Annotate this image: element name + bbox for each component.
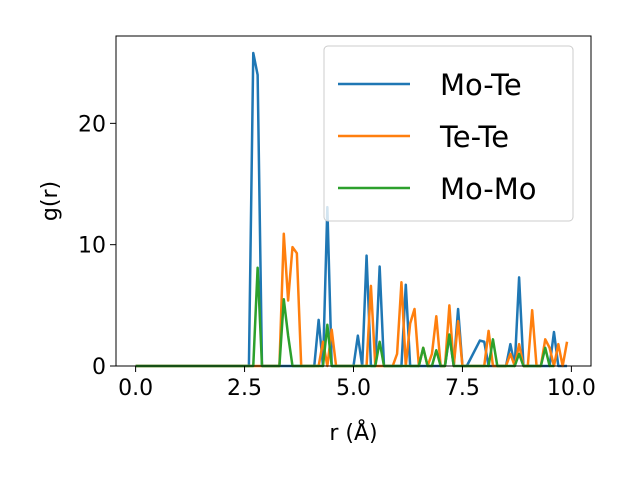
x-tick-label: 2.5 xyxy=(227,376,262,401)
series-line-te-te xyxy=(135,232,569,368)
x-tick-label: 10.0 xyxy=(547,376,596,401)
y-axis-ticks: 0 10 20 xyxy=(78,112,116,380)
y-tick-label: 10 xyxy=(78,234,106,259)
legend-label-te-te: Te-Te xyxy=(439,120,509,154)
x-axis-ticks: 0.0 2.5 5.0 7.5 10.0 xyxy=(118,366,596,401)
legend: Mo-Te Te-Te Mo-Mo xyxy=(323,45,574,222)
y-axis-label: g(r) xyxy=(38,181,63,221)
legend-label-mo-mo: Mo-Mo xyxy=(440,172,537,206)
y-tick-label: 20 xyxy=(78,112,106,137)
legend-label-mo-te: Mo-Te xyxy=(440,68,522,102)
x-axis-label: r (Å) xyxy=(329,419,377,446)
legend-box xyxy=(323,45,574,222)
x-tick-label: 0.0 xyxy=(118,376,153,401)
series-line-mo-mo xyxy=(135,266,554,368)
x-tick-label: 5.0 xyxy=(336,376,371,401)
x-tick-label: 7.5 xyxy=(445,376,480,401)
y-tick-label: 0 xyxy=(92,355,106,380)
